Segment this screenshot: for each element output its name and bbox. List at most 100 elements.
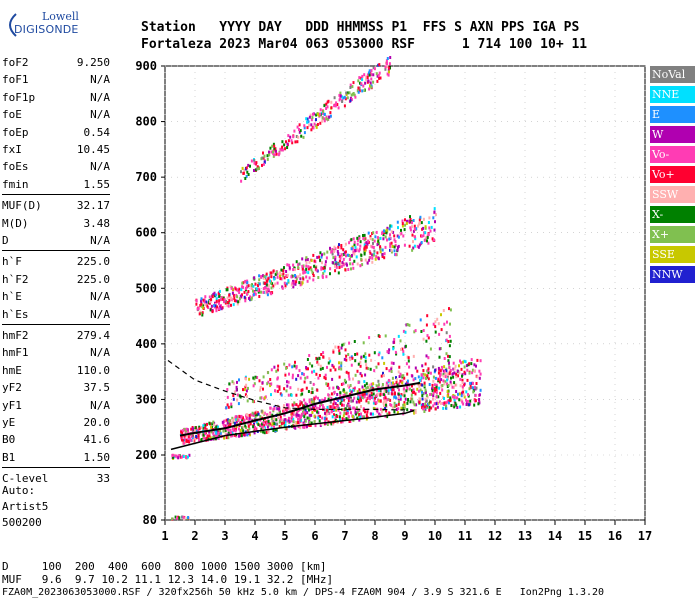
echo-point <box>245 377 247 381</box>
echo-point <box>477 402 480 406</box>
echo-point <box>357 90 360 94</box>
echo-point <box>329 368 332 372</box>
echo-point <box>397 370 400 374</box>
echo-point <box>332 386 335 390</box>
echo-point <box>427 371 430 375</box>
echo-point <box>434 368 437 372</box>
echo-point <box>403 406 406 410</box>
echo-point <box>323 117 326 121</box>
echo-point <box>424 226 427 230</box>
echo-point <box>365 391 368 395</box>
echo-point <box>367 239 370 243</box>
echo-point <box>479 388 482 392</box>
echo-point <box>334 104 337 108</box>
echo-point <box>340 361 343 365</box>
echo-point <box>441 367 443 371</box>
echo-point <box>203 422 206 426</box>
echo-point <box>422 376 425 380</box>
echo-point <box>230 402 233 406</box>
echo-point <box>274 428 277 431</box>
echo-point <box>181 431 184 435</box>
echo-point <box>372 253 375 257</box>
echo-point <box>437 395 440 399</box>
param-value: 32.17 <box>76 199 110 213</box>
echo-point <box>185 429 188 433</box>
echo-point <box>437 322 440 326</box>
echo-point <box>277 364 280 368</box>
echo-point <box>396 411 399 415</box>
echo-point <box>457 392 459 396</box>
echo-point <box>365 415 368 419</box>
echo-point <box>349 262 352 266</box>
echo-point <box>298 281 301 285</box>
echo-point <box>438 332 441 336</box>
echo-point <box>242 425 245 429</box>
echo-point <box>338 349 341 353</box>
echo-point <box>366 385 369 389</box>
echo-point <box>425 354 428 358</box>
echo-point <box>397 226 399 230</box>
echo-point <box>319 112 321 116</box>
echo-point <box>333 390 336 394</box>
echo-point <box>297 263 300 267</box>
echo-point <box>437 366 440 370</box>
echo-point <box>243 290 246 294</box>
echo-point <box>337 271 340 275</box>
echo-point <box>342 398 345 402</box>
echo-point <box>360 257 363 261</box>
header-row-values: Fortaleza 2023 Mar04 063 053000 RSF 1 71… <box>141 37 588 52</box>
echo-point <box>349 358 352 362</box>
echo-point <box>218 307 220 311</box>
echo-point <box>475 382 478 385</box>
echo-point <box>331 363 334 367</box>
echo-point <box>465 364 468 368</box>
echo-point <box>476 358 479 362</box>
echo-point <box>349 389 352 393</box>
echo-point <box>294 282 297 286</box>
echo-point <box>222 429 225 433</box>
param-row: M(D) 3.48 <box>2 217 110 233</box>
legend-item: Vo- <box>650 146 695 163</box>
echo-point <box>353 252 356 256</box>
echo-point <box>429 347 432 351</box>
logo-arc-icon <box>9 13 17 37</box>
echo-point <box>228 299 231 303</box>
echo-point <box>200 438 203 441</box>
echo-point <box>354 359 357 363</box>
echo-point <box>308 354 311 357</box>
echo-point <box>342 403 345 407</box>
echo-point <box>251 399 254 403</box>
echo-point <box>459 405 462 409</box>
echo-point <box>266 283 269 287</box>
echo-point <box>202 424 205 428</box>
param-value: 225.0 <box>76 272 110 286</box>
echo-point <box>364 81 367 85</box>
echo-point <box>244 177 247 180</box>
echo-point <box>363 243 366 247</box>
echo-point <box>443 322 446 326</box>
echo-point <box>349 86 352 89</box>
echo-point <box>299 426 302 430</box>
echo-point <box>412 354 415 358</box>
echo-point <box>201 311 204 315</box>
echo-point <box>474 399 477 403</box>
footer-file-row: FZA0M_2023063053000.RSF / 320fx256h 50 k… <box>2 587 605 598</box>
echo-point <box>369 386 372 390</box>
param-separator <box>2 250 110 252</box>
echo-point <box>368 69 371 73</box>
echo-point <box>372 412 374 416</box>
echo-point <box>363 392 366 396</box>
trace-x-trace <box>170 409 415 451</box>
echo-point <box>333 406 336 410</box>
echo-point <box>288 372 290 376</box>
echo-point <box>476 375 479 379</box>
echo-point <box>329 114 332 118</box>
echo-point <box>446 320 448 324</box>
echo-point <box>223 424 226 427</box>
echo-point <box>384 235 387 239</box>
echo-point <box>397 245 399 249</box>
echo-point <box>278 151 281 155</box>
echo-point <box>291 411 294 415</box>
echo-point <box>197 434 200 438</box>
echo-point <box>377 398 380 402</box>
